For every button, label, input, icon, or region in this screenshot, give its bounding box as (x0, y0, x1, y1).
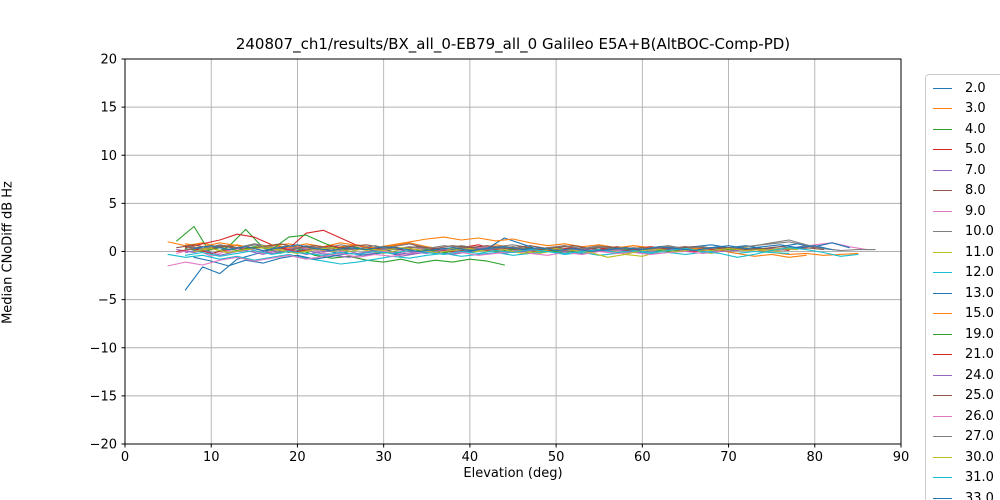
legend-label: 11.0 (965, 244, 994, 260)
legend-line-sample (933, 128, 952, 130)
legend-entry-30.0: 30.0 (933, 447, 1000, 468)
legend-line-sample (933, 251, 952, 253)
legend-label: 9.0 (965, 203, 986, 219)
x-tick-label: 10 (203, 450, 220, 465)
legend: 2.0 3.0 4.0 5.0 7.0 8.0 9.0 10.0 11.0 12.0 13.0 15.… (925, 74, 1000, 500)
legend-line-sample (933, 497, 952, 499)
legend-entry-21.0: 21.0 (933, 345, 1000, 366)
legend-entry-19.0: 19.0 (933, 324, 1000, 345)
legend-entry-31.0: 31.0 (933, 468, 1000, 489)
legend-line-sample (933, 354, 952, 356)
legend-entry-8.0: 8.0 (933, 181, 1000, 202)
series-line-12.0 (167, 249, 790, 265)
series-line-13.0 (193, 237, 850, 267)
legend-line-sample (933, 374, 952, 376)
legend-line-sample (933, 456, 952, 458)
legend-label: 7.0 (965, 162, 986, 178)
legend-label: 26.0 (965, 408, 994, 424)
legend-entry-24.0: 24.0 (933, 365, 1000, 386)
legend-entry-13.0: 13.0 (933, 283, 1000, 304)
legend-label: 4.0 (965, 121, 986, 137)
y-axis-label: Median CNoDiff dB Hz (0, 181, 16, 324)
x-tick-label: 30 (375, 450, 392, 465)
y-tick-label: −20 (90, 438, 117, 453)
legend-entry-11.0: 11.0 (933, 242, 1000, 263)
legend-entry-4.0: 4.0 (933, 119, 1000, 140)
legend-label: 2.0 (965, 80, 986, 96)
legend-label: 25.0 (965, 388, 994, 404)
legend-entry-27.0: 27.0 (933, 427, 1000, 448)
legend-label: 24.0 (965, 367, 994, 383)
series-lines (167, 225, 876, 291)
legend-label: 33.0 (965, 490, 994, 500)
legend-label: 31.0 (965, 470, 994, 486)
y-tick-label: 20 (100, 53, 117, 68)
x-tick-label: 40 (462, 450, 479, 465)
legend-label: 21.0 (965, 347, 994, 363)
legend-entry-7.0: 7.0 (933, 160, 1000, 181)
legend-line-sample (933, 395, 952, 397)
legend-label: 27.0 (965, 429, 994, 445)
legend-entry-26.0: 26.0 (933, 406, 1000, 427)
legend-line-sample (933, 87, 952, 89)
legend-line-sample (933, 190, 952, 192)
legend-line-sample (933, 477, 952, 479)
series-line-33.0 (193, 244, 833, 253)
legend-entry-5.0: 5.0 (933, 140, 1000, 161)
legend-line-sample (933, 169, 952, 171)
legend-label: 5.0 (965, 142, 986, 158)
legend-entry-15.0: 15.0 (933, 304, 1000, 325)
y-tick-label: −15 (90, 389, 117, 404)
legend-label: 30.0 (965, 449, 994, 465)
legend-line-sample (933, 210, 952, 212)
y-tick-label: 0 (109, 245, 117, 260)
x-tick-label: 80 (807, 450, 824, 465)
legend-line-sample (933, 272, 952, 274)
x-tick-label: 70 (720, 450, 737, 465)
x-tick-label: 0 (121, 450, 129, 465)
legend-label: 3.0 (965, 101, 986, 117)
legend-line-sample (933, 149, 952, 151)
x-axis-label: Elevation (deg) (463, 466, 563, 481)
legend-entry-3.0: 3.0 (933, 99, 1000, 120)
y-tick-label: 10 (100, 149, 117, 164)
legend-label: 13.0 (965, 285, 994, 301)
y-tick-label: −5 (98, 293, 117, 308)
legend-entry-9.0: 9.0 (933, 201, 1000, 222)
y-tick-label: 5 (109, 197, 117, 212)
legend-label: 10.0 (965, 224, 994, 240)
legend-entry-2.0: 2.0 (933, 78, 1000, 99)
legend-entry-33.0: 33.0 (933, 488, 1000, 500)
legend-line-sample (933, 313, 952, 315)
y-tick-label: −10 (90, 341, 117, 356)
legend-label: 12.0 (965, 265, 994, 281)
legend-entry-12.0: 12.0 (933, 263, 1000, 284)
legend-entry-25.0: 25.0 (933, 386, 1000, 407)
chart-title: 240807_ch1/results/BX_all_0-EB79_all_0 G… (235, 35, 791, 53)
legend-label: 19.0 (965, 326, 994, 342)
legend-line-sample (933, 292, 952, 294)
x-tick-label: 50 (548, 450, 565, 465)
legend-label: 8.0 (965, 183, 986, 199)
series-line-4.0 (176, 225, 505, 266)
legend-line-sample (933, 415, 952, 417)
axis-ticks: 0 10 20 30 40 50 60 70 80 90 −20 −15 −10 −5 0 5 10 15 20 (90, 53, 910, 466)
legend-line-sample (933, 436, 952, 438)
legend-label: 15.0 (965, 306, 994, 322)
series-line-31.0 (184, 247, 859, 258)
x-tick-label: 60 (634, 450, 651, 465)
legend-line-sample (933, 231, 952, 233)
y-tick-label: 15 (100, 101, 117, 116)
legend-line-sample (933, 333, 952, 335)
legend-line-sample (933, 108, 952, 110)
x-tick-label: 90 (893, 450, 910, 465)
x-tick-label: 20 (289, 450, 306, 465)
legend-entry-10.0: 10.0 (933, 222, 1000, 243)
